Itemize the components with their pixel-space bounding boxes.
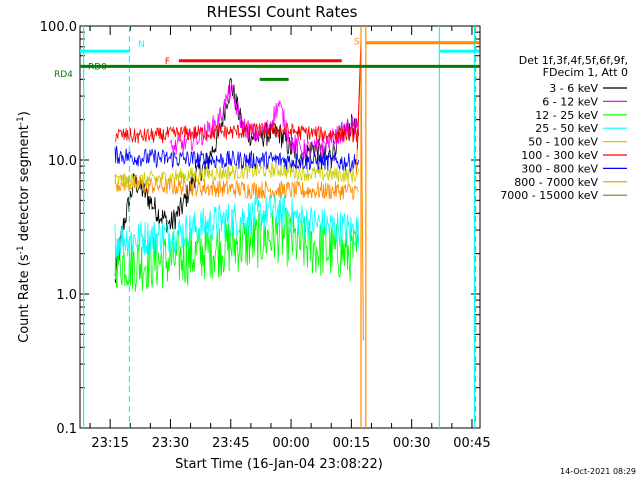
series-line	[114, 145, 359, 173]
legend-entry-label: 800 - 7000 keV	[514, 176, 598, 189]
spike-line-red	[356, 38, 362, 150]
annotation-layer: N F S RD0 RD4	[54, 26, 480, 428]
legend-entry-label: 25 - 50 keV	[535, 122, 598, 135]
legend-entry-label: 50 - 100 keV	[528, 136, 598, 149]
chart-title: RHESSI Count Rates	[207, 3, 358, 21]
x-tick-label: 23:45	[212, 436, 249, 451]
x-axis-label: Start Time (16-Jan-04 23:08:22)	[175, 457, 383, 472]
y-axis-label: Count Rate (s-1 detector segment-1)	[16, 111, 32, 343]
legend-entry-label: 6 - 12 keV	[542, 95, 598, 108]
x-tick-label: 00:45	[453, 436, 490, 451]
series-line	[114, 174, 359, 201]
x-tick-label: 00:30	[393, 436, 430, 451]
side-label: RD4	[54, 70, 73, 80]
series-line	[114, 191, 359, 258]
series-line	[115, 121, 359, 144]
flag-bar-label: N	[138, 40, 145, 50]
legend-header: FDecim 1, Att 0	[543, 66, 628, 79]
y-tick-label: 100.0	[40, 20, 77, 35]
plot-frame	[79, 25, 481, 429]
flag-bar-label: F	[165, 57, 170, 67]
legend-entry-label: 7000 - 15000 keV	[500, 189, 598, 202]
legend-entry-label: 300 - 800 keV	[521, 162, 598, 175]
y-tick-label: 10.0	[48, 154, 77, 169]
legend-entry-label: 3 - 6 keV	[549, 82, 598, 95]
legend-header: Det 1f,3f,4f,5f,6f,9f,	[519, 54, 628, 67]
x-tick-label: 00:00	[272, 436, 309, 451]
legend-entry-label: 12 - 25 keV	[535, 109, 598, 122]
x-tick-label: 23:30	[152, 436, 189, 451]
x-tick-label: 00:15	[333, 436, 370, 451]
y-tick-label: 1.0	[56, 288, 77, 303]
flag-bar-label: RD0	[88, 62, 107, 72]
y-tick-label: 0.1	[56, 422, 77, 437]
series-line	[114, 205, 359, 292]
legend: Det 1f,3f,4f,5f,6f,9f,FDecim 1, Att 0 3 -…	[500, 54, 628, 202]
footer-timestamp: 14-Oct-2021 08:29	[560, 467, 636, 476]
legend-entry-label: 100 - 300 keV	[521, 149, 598, 162]
x-tick-label: 23:15	[91, 436, 128, 451]
flag-bar-label: S	[354, 38, 360, 48]
